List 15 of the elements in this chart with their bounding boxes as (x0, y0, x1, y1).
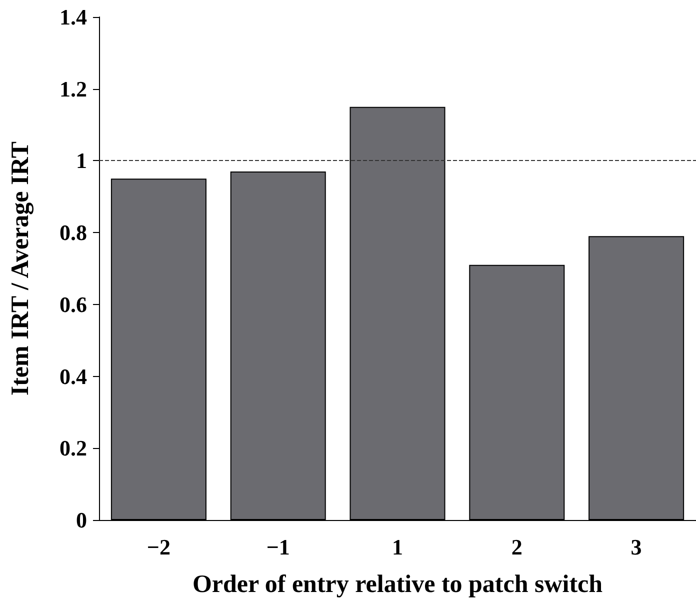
x-tick-label: 2 (511, 534, 522, 560)
y-axis-title: Item IRT / Average IRT (7, 141, 34, 396)
x-tick-label: 3 (630, 534, 642, 560)
y-tick-label: 0.4 (60, 364, 87, 389)
y-tick-label: 0.8 (60, 220, 87, 246)
x-tick-label: −1 (266, 534, 290, 560)
y-tick-label: 0.2 (60, 436, 87, 461)
y-tick-label: 1.4 (60, 4, 87, 30)
y-tick-label: 1 (76, 148, 87, 174)
y-tick-label: 0.6 (60, 292, 87, 317)
x-tick-label: 1 (392, 534, 403, 560)
x-tick-label: −2 (146, 534, 170, 560)
y-tick-label: 1.2 (60, 76, 87, 102)
x-axis-title: Order of entry relative to patch switch (192, 571, 603, 598)
y-tick-label: 0 (76, 508, 87, 532)
